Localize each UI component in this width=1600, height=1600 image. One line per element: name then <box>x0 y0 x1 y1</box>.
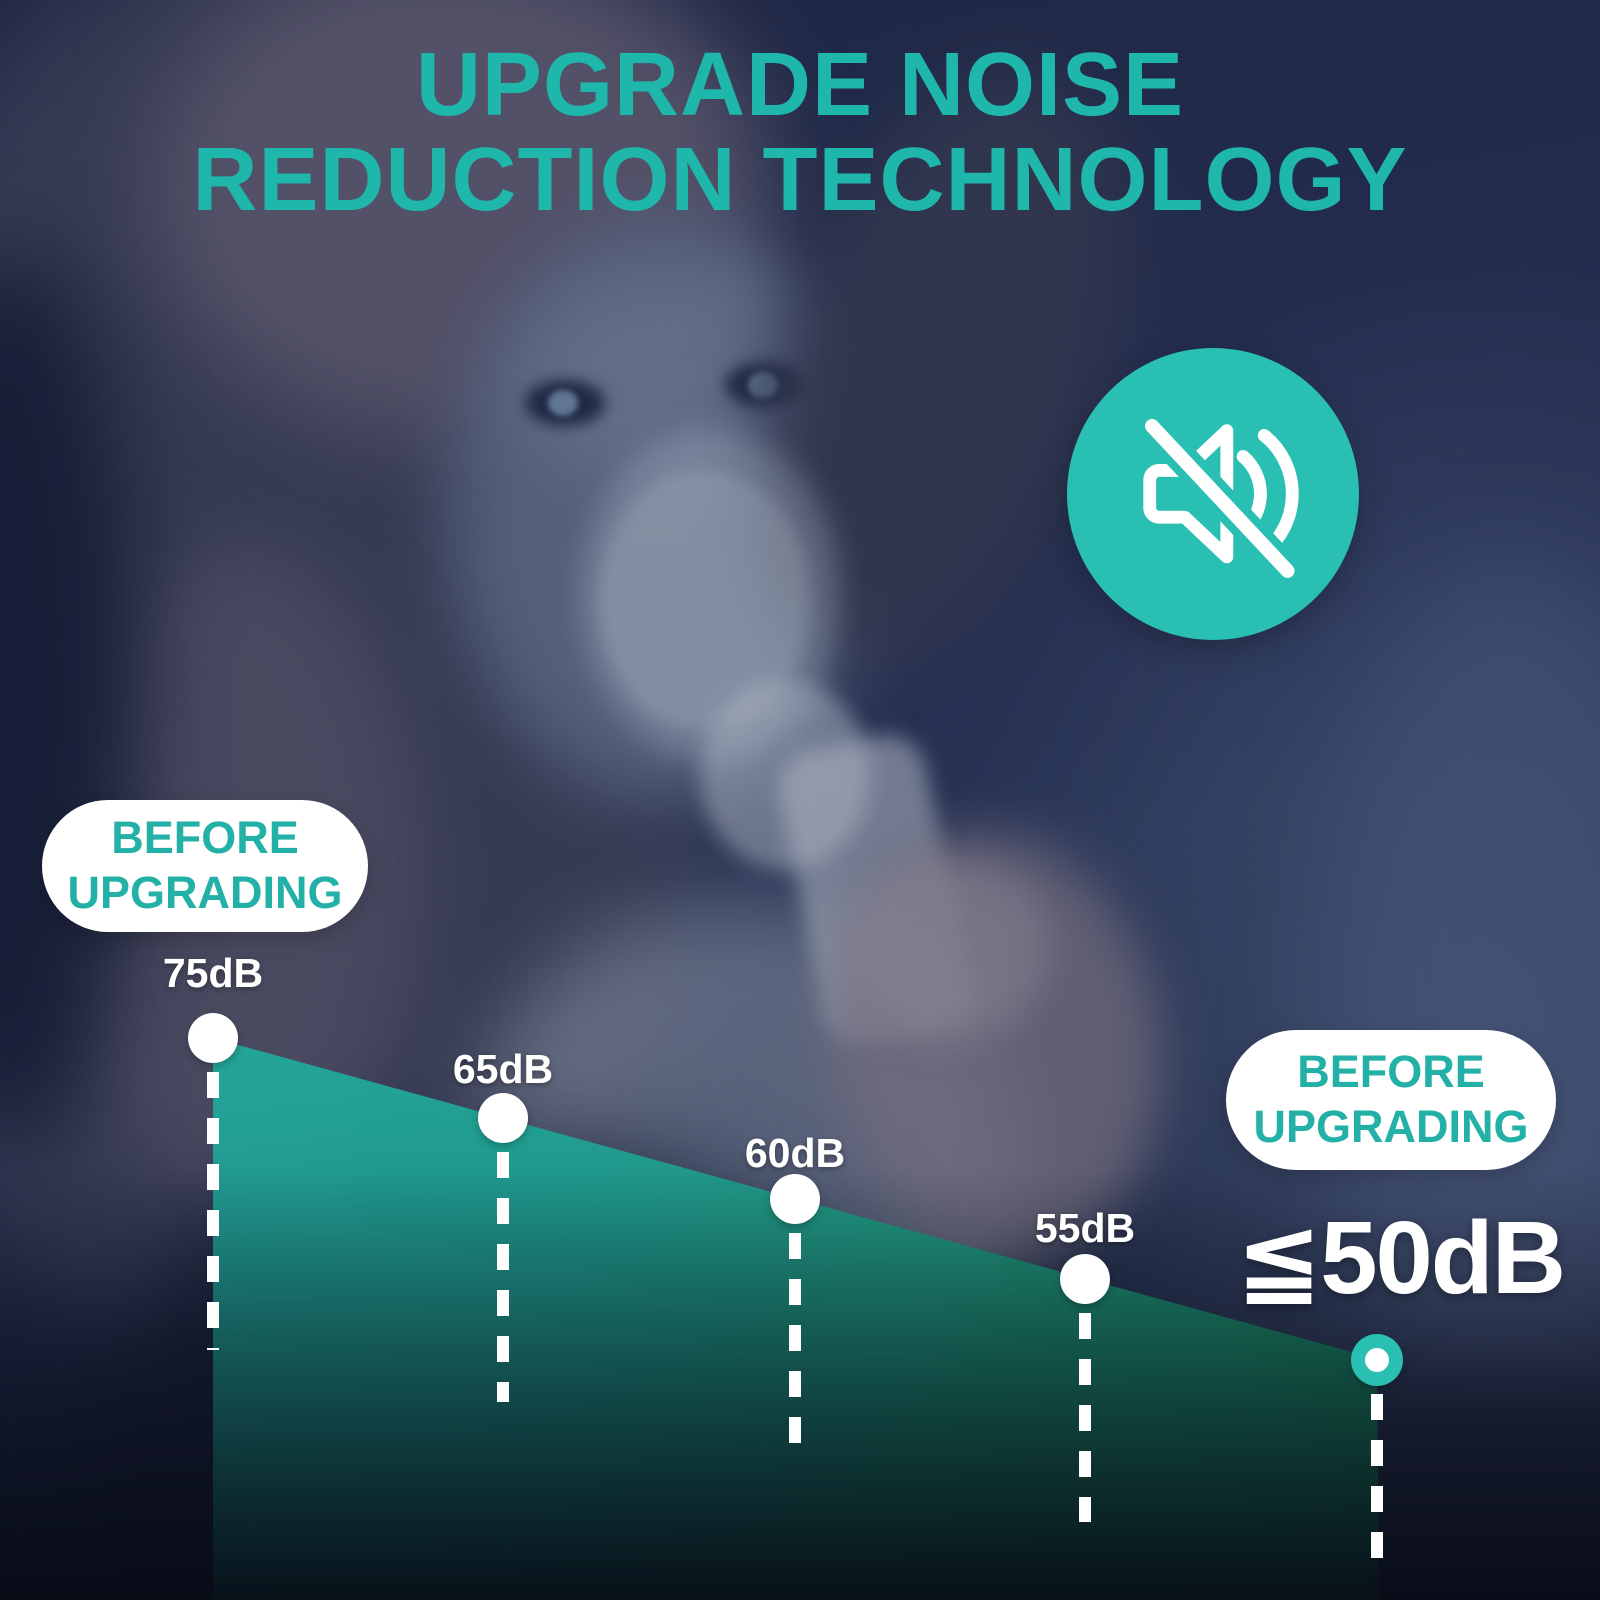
badge-right-line-2: UPGRADING <box>1253 1101 1529 1152</box>
point-dot-65db <box>478 1093 528 1143</box>
dashed-drop-line-60db <box>789 1233 801 1462</box>
point-dot-55db <box>1060 1254 1110 1304</box>
point-label-75db: 75dB <box>162 950 264 996</box>
muted-speaker-glyph <box>1141 415 1299 582</box>
final-value-text: 50dB <box>1320 1200 1566 1315</box>
less-than-or-equal-symbol: ≦ <box>1235 1198 1322 1318</box>
title-line-2: REDUCTION TECHNOLOGY <box>192 130 1408 231</box>
point-label-55db: 55dB <box>1034 1205 1136 1251</box>
badge-right-line-1: BEFORE <box>1297 1046 1485 1098</box>
dashed-drop-line-75db <box>207 1072 219 1350</box>
dashed-drop-line-65db <box>497 1152 509 1402</box>
badge-left-line-1: BEFORE <box>111 812 299 864</box>
before-upgrading-badge-left: BEFORE UPGRADING <box>42 800 368 932</box>
page-title: UPGRADE NOISE REDUCTION TECHNOLOGY <box>0 35 1600 231</box>
point-dot-75db <box>188 1013 238 1063</box>
point-dot-60db <box>770 1174 820 1224</box>
point-label-60db: 60dB <box>744 1130 846 1176</box>
title-line-1: UPGRADE NOISE <box>415 35 1185 135</box>
dashed-drop-line-50db <box>1371 1394 1383 1578</box>
muted-speaker-icon <box>1067 348 1359 640</box>
before-upgrading-badge-right: BEFORE UPGRADING <box>1226 1030 1556 1170</box>
point-label-65db: 65dB <box>452 1046 554 1092</box>
point-dot-50db-inner <box>1365 1348 1389 1372</box>
badge-left-line-2: UPGRADING <box>67 867 343 918</box>
point-label-50db: ≦50dB <box>1228 1206 1572 1310</box>
dashed-drop-line-55db <box>1079 1313 1091 1522</box>
point-dot-50db <box>1351 1334 1403 1386</box>
